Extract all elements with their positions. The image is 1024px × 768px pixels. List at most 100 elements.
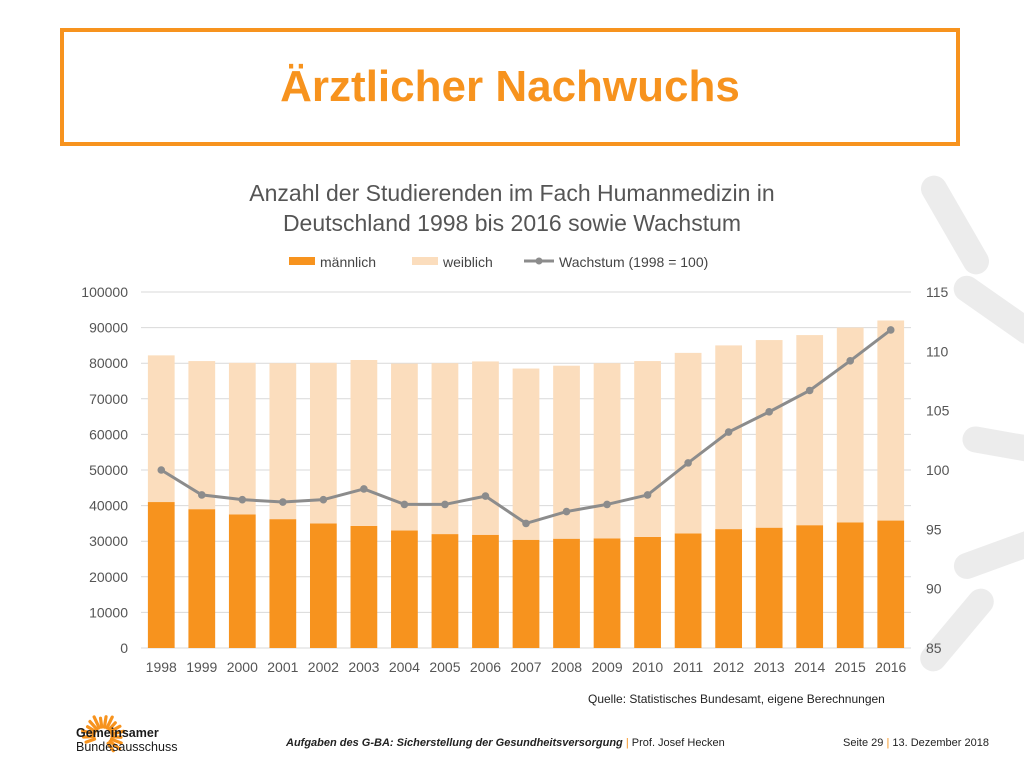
point-wachstum — [360, 485, 368, 493]
bar-maennlich — [593, 538, 621, 648]
x-tick-label: 1999 — [186, 659, 217, 675]
logo-ray — [84, 737, 97, 744]
bar-maennlich — [512, 539, 540, 648]
x-tick-label: 2001 — [267, 659, 298, 675]
bar-maennlich — [836, 522, 864, 648]
point-wachstum — [441, 500, 449, 509]
x-tick-label: 2013 — [754, 659, 785, 675]
bar-maennlich — [877, 520, 905, 648]
bar-weiblich — [431, 363, 459, 535]
legend-label-maennlich: männlich — [320, 254, 376, 270]
bar-maennlich — [553, 538, 580, 648]
point-wachstum — [684, 459, 692, 467]
x-tick-label: 2004 — [389, 659, 420, 675]
gba-logo-icon — [81, 715, 126, 753]
bar-weiblich — [634, 361, 661, 537]
logo-ray — [109, 737, 123, 745]
x-tick-label: 2000 — [227, 659, 258, 675]
y-tick-label-left: 20000 — [89, 569, 128, 585]
y-tick-label-left: 80000 — [89, 355, 128, 371]
logo-line-2: Bundesausschuss — [76, 740, 178, 754]
y-tick-label-left: 10000 — [89, 604, 128, 620]
bar-weiblich — [755, 340, 783, 528]
x-tick-label: 2006 — [470, 659, 501, 675]
point-wachstum — [197, 491, 206, 499]
point-wachstum — [319, 495, 328, 504]
plot-area: 0 10000 20000 30000 40000 50000 60000 70000 8000… — [81, 284, 949, 675]
logo-ray — [110, 735, 123, 739]
x-tick-label: 2003 — [348, 659, 379, 675]
bar-maennlich — [796, 525, 824, 648]
bar-weiblich — [512, 368, 540, 540]
bar-maennlich — [674, 533, 702, 648]
x-tick-label: 2005 — [429, 659, 460, 675]
bar-weiblich — [674, 352, 702, 534]
bar-weiblich — [147, 355, 175, 503]
x-tick-label: 2011 — [673, 659, 703, 675]
bar-maennlich — [269, 519, 297, 648]
legend-swatch-weiblich — [412, 257, 438, 265]
point-wachstum — [805, 386, 814, 395]
bar-maennlich — [634, 536, 661, 648]
point-wachstum — [522, 519, 530, 528]
y-tick-label-right: 100 — [926, 462, 950, 478]
y-tick-label-left: 50000 — [89, 462, 128, 478]
bar-weiblich — [188, 361, 216, 510]
point-wachstum — [400, 500, 409, 509]
footer-page: Seite 29 — [843, 737, 884, 749]
y-tick-label-left: 0 — [120, 640, 128, 656]
y-tick-label-left: 90000 — [89, 320, 128, 336]
legend-swatch-maennlich — [289, 257, 315, 265]
bar-weiblich — [350, 359, 378, 526]
logo-ray — [98, 716, 104, 729]
logo-ray — [109, 724, 122, 734]
bar-maennlich — [391, 530, 418, 648]
x-tick-label: 2010 — [632, 659, 663, 675]
bar-weiblich — [836, 327, 864, 523]
logo-ray — [105, 715, 114, 730]
point-wachstum — [643, 491, 652, 499]
x-tick-label: 1998 — [146, 659, 177, 675]
y-tick-label-right: 105 — [926, 403, 950, 419]
y-tick-label-left: 100000 — [81, 284, 128, 300]
logo-ray — [108, 739, 122, 751]
bar-maennlich — [755, 527, 783, 648]
point-wachstum — [603, 500, 611, 509]
point-wachstum — [886, 326, 895, 334]
bar-maennlich — [715, 529, 743, 648]
point-wachstum — [279, 498, 287, 506]
logo-ray — [81, 729, 96, 736]
point-wachstum — [765, 408, 773, 416]
legend-label-weiblich: weiblich — [442, 254, 493, 270]
bar-weiblich — [715, 345, 743, 530]
point-wachstum — [238, 495, 247, 504]
bar-maennlich — [350, 525, 378, 648]
decorative-background-shapes — [920, 175, 1024, 672]
x-tick-label: 2002 — [308, 659, 339, 675]
chart-title: Anzahl der Studierenden im Fach Humanmed… — [140, 178, 884, 238]
slide-title-box: Ärztlicher Nachwuchs — [60, 28, 960, 146]
x-tick-label: 2008 — [551, 659, 582, 675]
y-tick-label-right: 85 — [926, 640, 942, 656]
chart-title-line-1: Anzahl der Studierenden im Fach Humanmed… — [249, 180, 775, 206]
point-wachstum — [846, 357, 855, 365]
logo-text: Gemeinsamer Bundesausschuss — [76, 726, 177, 754]
slide-title: Ärztlicher Nachwuchs — [280, 62, 740, 111]
logo-ray — [102, 715, 108, 729]
bar-maennlich — [228, 514, 256, 648]
bar-weiblich — [228, 362, 256, 515]
logo-ray — [81, 734, 96, 739]
y-tick-label-left: 30000 — [89, 533, 128, 549]
logo-ray — [110, 729, 126, 736]
y-tick-label-right: 90 — [926, 581, 942, 597]
y-tick-label-right: 115 — [926, 284, 949, 300]
footer-separator: | — [625, 737, 629, 749]
bar-weiblich — [269, 363, 297, 520]
bar-maennlich — [472, 534, 499, 648]
footer-author: Prof. Josef Hecken — [631, 737, 725, 749]
x-tick-label: 2012 — [713, 659, 744, 675]
footer-presentation-title: Aufgaben des G-BA: Sicherstellung der Ge… — [286, 737, 623, 749]
logo-ray — [92, 715, 101, 730]
bar-maennlich — [431, 534, 459, 648]
x-tick-label: 2014 — [794, 659, 825, 675]
